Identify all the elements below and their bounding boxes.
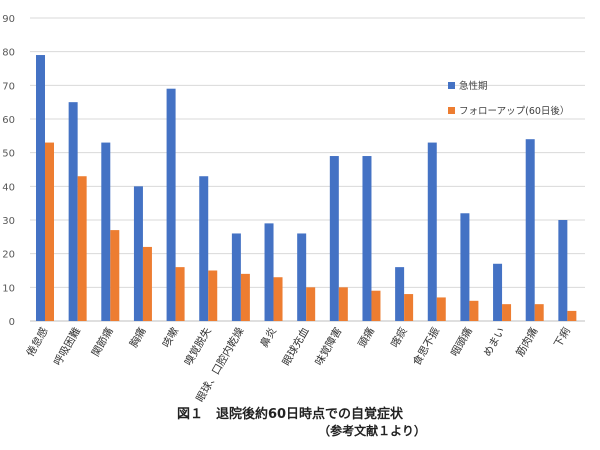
legend-label-followup: フォローアップ(60日後） bbox=[459, 105, 569, 117]
x-category-label: 食思不振 bbox=[410, 325, 443, 368]
x-category-label: 倦怠感 bbox=[24, 325, 51, 359]
bar-followup bbox=[371, 290, 381, 321]
bar-acute bbox=[329, 156, 339, 321]
y-tick-label: 0 bbox=[9, 317, 15, 328]
bar-acute bbox=[525, 139, 535, 321]
bar-followup bbox=[306, 287, 316, 321]
x-category-label: 下痢 bbox=[551, 325, 573, 350]
x-category-label: 鼻炎 bbox=[257, 325, 279, 350]
x-category-label: 筋肉痛 bbox=[513, 325, 540, 359]
bar-acute bbox=[362, 156, 372, 321]
x-category-label: 喀痰 bbox=[388, 325, 410, 350]
y-tick-label: 90 bbox=[2, 14, 15, 25]
bar-followup bbox=[77, 176, 87, 321]
legend-label-acute: 急性期 bbox=[459, 80, 488, 92]
x-category-label: 咽頭痛 bbox=[448, 325, 475, 359]
bar-followup bbox=[142, 246, 152, 321]
bar-acute bbox=[166, 88, 176, 321]
bar-followup bbox=[404, 294, 414, 321]
y-tick-label: 10 bbox=[2, 283, 15, 294]
bar-acute bbox=[199, 176, 209, 321]
legend-swatch-followup bbox=[448, 107, 455, 114]
y-tick-label: 50 bbox=[2, 149, 15, 160]
bar-acute bbox=[558, 220, 568, 321]
bar-followup bbox=[338, 287, 348, 321]
x-category-label: 咳嗽 bbox=[159, 325, 181, 350]
bar-followup bbox=[110, 230, 120, 321]
bar-acute bbox=[36, 55, 45, 322]
y-tick-label: 70 bbox=[2, 81, 15, 92]
bar-acute bbox=[68, 102, 78, 322]
figure-caption-reference: （参考文献１より） bbox=[318, 424, 426, 438]
bar-acute bbox=[231, 233, 241, 321]
x-category-label: 頭痛 bbox=[355, 325, 377, 350]
y-tick-label: 20 bbox=[2, 250, 15, 261]
x-category-label: 味覚障害 bbox=[312, 325, 344, 368]
bar-followup bbox=[436, 297, 446, 321]
bar-followup bbox=[45, 142, 54, 321]
y-tick-label: 30 bbox=[2, 216, 15, 227]
bar-followup bbox=[567, 310, 577, 321]
bar-acute bbox=[395, 267, 405, 321]
bar-acute bbox=[264, 223, 274, 321]
bar-acute bbox=[460, 213, 470, 321]
x-category-label: めまい bbox=[482, 326, 508, 359]
legend-swatch-acute bbox=[448, 82, 455, 89]
bar-followup bbox=[175, 267, 185, 321]
bar-acute bbox=[101, 142, 111, 321]
bar-followup bbox=[534, 304, 544, 321]
bar-acute bbox=[427, 142, 437, 321]
bar-followup bbox=[240, 273, 250, 321]
bar-acute bbox=[133, 186, 143, 321]
x-category-label: 呼吸困難 bbox=[51, 325, 84, 368]
x-category-label: 胸痛 bbox=[127, 325, 149, 350]
bar-acute bbox=[493, 263, 503, 321]
bar-followup bbox=[469, 300, 479, 321]
y-tick-label: 80 bbox=[2, 48, 15, 59]
y-tick-label: 40 bbox=[2, 182, 15, 193]
x-category-label: 眼球充血 bbox=[280, 325, 313, 368]
bar-followup bbox=[502, 304, 512, 321]
bar-followup bbox=[208, 270, 218, 321]
bar-followup bbox=[273, 277, 283, 321]
y-tick-label: 60 bbox=[2, 115, 15, 126]
figure-caption-title: 図１ 退院後約60日時点での自覚症状 bbox=[176, 407, 404, 422]
x-category-label: 嗅覚脱失 bbox=[182, 325, 215, 368]
bar-acute bbox=[297, 233, 307, 321]
x-category-label: 関節痛 bbox=[89, 325, 116, 359]
